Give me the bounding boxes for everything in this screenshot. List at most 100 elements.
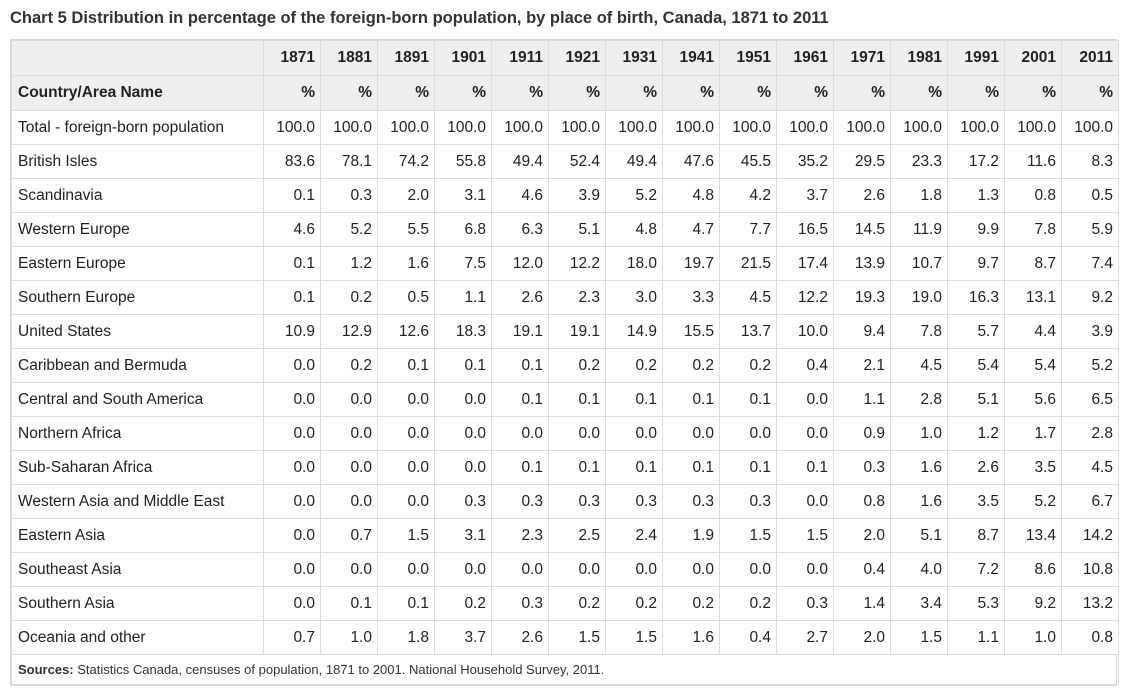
table-cell: 0.0 — [491, 416, 549, 451]
table-cell: 0.0 — [263, 484, 321, 519]
table-cell: 0.0 — [776, 382, 834, 417]
year-header: 1981 — [890, 40, 948, 76]
table-cell: 1.6 — [890, 450, 948, 485]
table-cell: 10.7 — [890, 246, 948, 281]
table-cell: 2.6 — [491, 280, 549, 315]
table-cell: 49.4 — [491, 144, 549, 179]
year-header: 2011 — [1061, 40, 1119, 76]
table-cell: 2.7 — [776, 620, 834, 655]
table-cell: 100.0 — [605, 110, 663, 145]
table-cell: 47.6 — [662, 144, 720, 179]
table-cell: 17.4 — [776, 246, 834, 281]
table-cell: 10.8 — [1061, 552, 1119, 587]
row-label: Scandinavia — [11, 178, 264, 213]
table-row: United States 10.9 12.9 12.6 18.3 19.1 19.1 14.… — [11, 314, 1119, 349]
table-cell: 3.9 — [548, 178, 606, 213]
table-cell: 0.4 — [719, 620, 777, 655]
table-cell: 0.0 — [776, 416, 834, 451]
table-cell: 0.1 — [548, 382, 606, 417]
unit-header: % — [548, 75, 606, 111]
table-row: Southern Europe 0.1 0.2 0.5 1.1 2.6 2.3 3.0 3.3 4… — [11, 280, 1119, 315]
table-cell: 100.0 — [263, 110, 321, 145]
table-cell: 1.1 — [947, 620, 1005, 655]
table-cell: 1.5 — [605, 620, 663, 655]
table-cell: 0.1 — [605, 450, 663, 485]
table-cell: 1.6 — [662, 620, 720, 655]
table-cell: 3.1 — [434, 178, 492, 213]
row-label: Total - foreign-born population — [11, 110, 264, 145]
table-cell: 0.0 — [263, 450, 321, 485]
table-cell: 4.2 — [719, 178, 777, 213]
table-cell: 0.0 — [320, 552, 378, 587]
unit-header: % — [263, 75, 321, 111]
table-cell: 0.3 — [491, 586, 549, 621]
table-cell: 3.7 — [434, 620, 492, 655]
table-cell: 0.0 — [662, 552, 720, 587]
unit-header: % — [1061, 75, 1119, 111]
table-cell: 21.5 — [719, 246, 777, 281]
table-cell: 11.9 — [890, 212, 948, 247]
table-cell: 0.0 — [320, 416, 378, 451]
table-cell: 11.6 — [1004, 144, 1062, 179]
table-cell: 0.0 — [548, 416, 606, 451]
table-cell: 83.6 — [263, 144, 321, 179]
table-cell: 3.4 — [890, 586, 948, 621]
table-cell: 35.2 — [776, 144, 834, 179]
row-label: Western Europe — [11, 212, 264, 247]
table-cell: 9.7 — [947, 246, 1005, 281]
table-cell: 0.9 — [833, 416, 891, 451]
table-cell: 5.1 — [890, 518, 948, 553]
table-cell: 4.7 — [662, 212, 720, 247]
table-cell: 7.5 — [434, 246, 492, 281]
table-cell: 5.4 — [947, 348, 1005, 383]
table-cell: 0.0 — [434, 416, 492, 451]
table-cell: 19.1 — [491, 314, 549, 349]
table-cell: 0.1 — [377, 586, 435, 621]
unit-header: % — [491, 75, 549, 111]
table-cell: 0.4 — [833, 552, 891, 587]
table-cell: 4.6 — [263, 212, 321, 247]
table-cell: 0.0 — [605, 416, 663, 451]
table-cell: 0.0 — [263, 382, 321, 417]
table-cell: 0.0 — [776, 552, 834, 587]
table-cell: 1.2 — [320, 246, 378, 281]
year-header: 1941 — [662, 40, 720, 76]
row-label: United States — [11, 314, 264, 349]
table-cell: 14.9 — [605, 314, 663, 349]
table-row: Sub-Saharan Africa 0.0 0.0 0.0 0.0 0.1 0.1 0.1 0… — [11, 450, 1119, 485]
table-cell: 5.9 — [1061, 212, 1119, 247]
table-cell: 2.1 — [833, 348, 891, 383]
table-cell: 0.1 — [263, 280, 321, 315]
unit-header: % — [890, 75, 948, 111]
table-row: Central and South America 0.0 0.0 0.0 0.0 0.1… — [11, 382, 1119, 417]
table-cell: 13.4 — [1004, 518, 1062, 553]
table-cell: 29.5 — [833, 144, 891, 179]
table-cell: 4.4 — [1004, 314, 1062, 349]
table-cell: 4.5 — [1061, 450, 1119, 485]
table-cell: 3.5 — [1004, 450, 1062, 485]
table-cell: 2.3 — [548, 280, 606, 315]
table-cell: 1.2 — [947, 416, 1005, 451]
table-cell: 12.2 — [776, 280, 834, 315]
table-cell: 3.3 — [662, 280, 720, 315]
table-cell: 5.2 — [320, 212, 378, 247]
table-cell: 0.1 — [491, 450, 549, 485]
table-cell: 74.2 — [377, 144, 435, 179]
table-cell: 1.0 — [890, 416, 948, 451]
table-cell: 0.2 — [662, 586, 720, 621]
table-cell: 1.5 — [719, 518, 777, 553]
table-cell: 0.8 — [1061, 620, 1119, 655]
unit-header-row: Country/Area Name %%%%%%%%%%%%%%% — [11, 75, 1119, 111]
table-cell: 7.2 — [947, 552, 1005, 587]
table-cell: 2.3 — [491, 518, 549, 553]
table-cell: 13.2 — [1061, 586, 1119, 621]
table-cell: 0.2 — [434, 586, 492, 621]
table-cell: 100.0 — [1061, 110, 1119, 145]
table-cell: 1.1 — [833, 382, 891, 417]
table-cell: 1.0 — [320, 620, 378, 655]
table-cell: 0.2 — [320, 348, 378, 383]
table-cell: 13.9 — [833, 246, 891, 281]
table-row: Eastern Asia 0.0 0.7 1.5 3.1 2.3 2.5 2.4 1.9 1.5 1… — [11, 518, 1119, 553]
year-header: 1881 — [320, 40, 378, 76]
year-header: 1961 — [776, 40, 834, 76]
